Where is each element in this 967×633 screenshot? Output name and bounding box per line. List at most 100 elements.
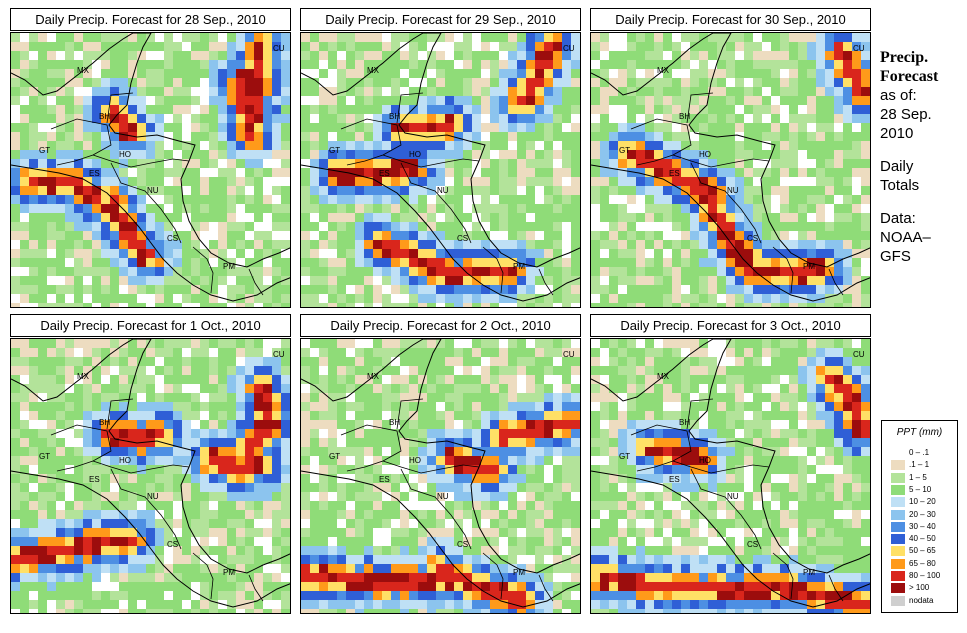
precip-cell: [38, 168, 47, 177]
precip-cell: [200, 465, 209, 474]
precip-cell: [200, 339, 209, 348]
precip-cell: [771, 249, 780, 258]
precip-cell: [355, 51, 364, 60]
precip-cell: [472, 132, 481, 141]
precip-cell: [182, 600, 191, 609]
precip-cell: [400, 186, 409, 195]
precip-cell: [762, 42, 771, 51]
precip-cell: [218, 582, 227, 591]
precip-cell: [499, 357, 508, 366]
precip-cell: [825, 222, 834, 231]
precip-cell: [681, 132, 690, 141]
precip-cell: [409, 213, 418, 222]
precip-cell: [499, 528, 508, 537]
precip-cell: [753, 276, 762, 285]
precip-cell: [164, 141, 173, 150]
precip-cell: [409, 393, 418, 402]
precip-cell: [490, 339, 499, 348]
precip-cell: [571, 141, 580, 150]
precip-cell: [281, 456, 290, 465]
precip-cell: [101, 267, 110, 276]
precip-cell: [218, 429, 227, 438]
precip-cell: [38, 357, 47, 366]
precip-cell: [101, 60, 110, 69]
precip-cell: [301, 222, 310, 231]
precip-cell: [337, 375, 346, 384]
precip-cell: [47, 501, 56, 510]
precip-cell: [364, 96, 373, 105]
precip-cell: [472, 357, 481, 366]
precip-cell: [254, 609, 263, 613]
country-border: [686, 92, 714, 124]
precip-cell: [798, 249, 807, 258]
precip-cell: [272, 420, 281, 429]
precip-cell: [146, 393, 155, 402]
precip-cell: [427, 87, 436, 96]
precip-cell: [735, 69, 744, 78]
precip-cell: [427, 519, 436, 528]
precip-cell: [852, 231, 861, 240]
precip-cell: [825, 42, 834, 51]
precip-cell: [780, 258, 789, 267]
precip-cell: [173, 366, 182, 375]
precip-cell: [236, 159, 245, 168]
precip-cell: [56, 573, 65, 582]
precip-cell: [571, 402, 580, 411]
precip-cell: [254, 249, 263, 258]
precip-cell: [209, 51, 218, 60]
precip-cell: [418, 393, 427, 402]
precip-cell: [807, 168, 816, 177]
precip-cell: [490, 411, 499, 420]
precip-cell: [290, 474, 291, 483]
precip-cell: [400, 222, 409, 231]
precip-cell: [355, 69, 364, 78]
precip-cell: [65, 42, 74, 51]
precip-cell: [508, 186, 517, 195]
precip-cell: [852, 159, 861, 168]
precip-cell: [753, 213, 762, 222]
precip-cell: [436, 231, 445, 240]
precip-cell: [310, 537, 319, 546]
precip-cell: [74, 141, 83, 150]
precip-cell: [427, 555, 436, 564]
precip-cell: [517, 528, 526, 537]
precip-cell: [56, 303, 65, 307]
precip-cell: [463, 573, 472, 582]
precip-cell: [38, 465, 47, 474]
precip-cell: [191, 60, 200, 69]
precip-cell: [472, 123, 481, 132]
precip-cell: [364, 348, 373, 357]
precip-cell: [65, 546, 74, 555]
precip-cell: [454, 285, 463, 294]
precip-cell: [454, 573, 463, 582]
precip-cell: [717, 51, 726, 60]
precip-cell: [245, 267, 254, 276]
precip-cell: [654, 114, 663, 123]
precip-cell: [137, 519, 146, 528]
precip-cell: [472, 195, 481, 204]
precip-cell: [735, 105, 744, 114]
precip-cell: [553, 474, 562, 483]
precip-cell: [218, 60, 227, 69]
precip-cell: [209, 609, 218, 613]
precip-cell: [319, 168, 328, 177]
precip-cell: [517, 357, 526, 366]
precip-cell: [319, 501, 328, 510]
precip-cell: [609, 51, 618, 60]
precip-cell: [101, 159, 110, 168]
precip-cell: [553, 249, 562, 258]
precip-cell: [272, 240, 281, 249]
precip-cell: [445, 303, 454, 307]
precip-cell: [355, 393, 364, 402]
precip-cell: [654, 258, 663, 267]
precip-cell: [517, 294, 526, 303]
precip-cell: [310, 339, 319, 348]
precip-cell: [319, 573, 328, 582]
precip-cell: [119, 69, 128, 78]
precip-cell: [11, 96, 20, 105]
precip-cell: [20, 357, 29, 366]
precip-cell: [74, 33, 83, 42]
precip-cell: [654, 33, 663, 42]
precip-cell: [355, 249, 364, 258]
precip-cell: [146, 195, 155, 204]
